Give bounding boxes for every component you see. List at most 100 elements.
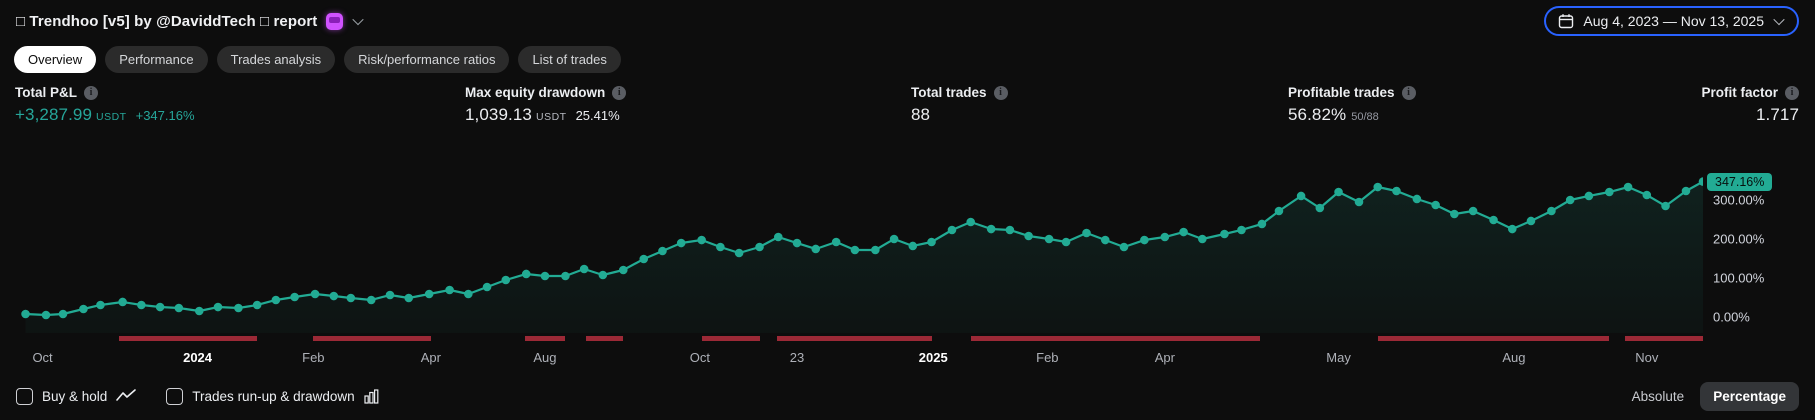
- data-point: [464, 289, 473, 299]
- info-icon[interactable]: i: [993, 85, 1008, 100]
- x-axis-label: Feb: [302, 350, 325, 365]
- stat-label: Profitable trades: [1288, 85, 1395, 100]
- drawdown-period-bar: [701, 336, 760, 341]
- data-point: [1584, 191, 1594, 201]
- strategy-title-menu[interactable]: □ Trendhoo [v5] by @DaviddTech □ report: [16, 12, 365, 30]
- buy-and-hold-checkbox[interactable]: Buy & hold: [16, 387, 137, 405]
- stat-value: 1.717: [1755, 105, 1799, 124]
- data-point: [1431, 200, 1440, 210]
- data-point: [424, 289, 434, 299]
- data-point: [346, 293, 356, 303]
- equity-curve[interactable]: [0, 143, 1703, 333]
- data-point: [482, 282, 492, 292]
- checkbox-label: Buy & hold: [42, 388, 108, 404]
- chevron-down-icon[interactable]: [352, 13, 365, 26]
- absolute-button[interactable]: Absolute: [1631, 388, 1685, 404]
- data-point: [986, 224, 996, 234]
- drawdown-period-bar: [1377, 336, 1610, 341]
- data-point: [676, 238, 686, 248]
- x-axis-label: Aug: [533, 350, 557, 365]
- stat-value: 88: [911, 105, 931, 124]
- data-point: [1547, 206, 1556, 216]
- data-point: [540, 271, 550, 281]
- data-point: [1354, 197, 1364, 207]
- tab-risk-performance-ratios[interactable]: Risk/performance ratios: [344, 46, 510, 73]
- data-point: [966, 217, 976, 227]
- drawdown-period-bar: [1624, 336, 1703, 341]
- data-point: [1100, 235, 1110, 245]
- data-point: [1334, 187, 1343, 197]
- stat-profit-factor: Profit factor i 1.717: [1701, 85, 1799, 125]
- x-axis-label: Aug: [1502, 350, 1526, 365]
- data-point: [1160, 232, 1170, 242]
- y-axis-label: 300.00%: [1713, 192, 1765, 208]
- checkbox-unchecked[interactable]: [16, 387, 33, 405]
- data-point: [598, 270, 608, 280]
- data-point: [619, 265, 628, 275]
- drawdown-period-bar: [970, 336, 1261, 341]
- stat-value: 1,039.13: [465, 105, 532, 124]
- percentage-button[interactable]: Percentage: [1700, 381, 1799, 411]
- checkbox-unchecked[interactable]: [166, 387, 184, 405]
- tab-trades-analysis[interactable]: Trades analysis: [216, 46, 336, 73]
- data-point: [1468, 206, 1478, 216]
- data-point: [1024, 231, 1033, 241]
- data-point: [445, 285, 454, 295]
- data-point: [213, 302, 223, 312]
- data-point: [1119, 242, 1129, 252]
- data-point: [1450, 209, 1459, 219]
- drawdown-period-bar: [119, 336, 258, 341]
- calendar-icon: [1558, 13, 1574, 29]
- data-point: [1082, 228, 1091, 238]
- tab-performance[interactable]: Performance: [105, 46, 208, 73]
- report-header: □ Trendhoo [v5] by @DaviddTech □ report …: [0, 0, 1815, 42]
- data-point: [1681, 186, 1691, 196]
- data-point: [1373, 182, 1383, 192]
- tab-overview[interactable]: Overview: [14, 46, 97, 73]
- data-point: [658, 246, 667, 256]
- stat-extra: 50/88: [1351, 111, 1379, 123]
- data-point: [118, 297, 127, 307]
- x-axis-label: Oct: [32, 350, 53, 365]
- data-point: [1565, 195, 1575, 205]
- data-point: [639, 254, 649, 264]
- display-mode-toggle: Absolute Percentage: [1622, 381, 1799, 411]
- data-point: [1698, 177, 1703, 186]
- data-point: [1642, 190, 1652, 200]
- data-point: [21, 309, 30, 319]
- x-axis-label: 23: [789, 350, 805, 365]
- equity-curve-plot[interactable]: [0, 143, 1703, 333]
- data-point: [1296, 191, 1306, 201]
- info-icon[interactable]: i: [612, 85, 627, 100]
- stat-extra: +347.16%: [135, 108, 195, 123]
- stat-value: 56.82%: [1288, 105, 1347, 124]
- data-point: [137, 300, 146, 310]
- equity-chart: Oct 2024 Feb Apr Aug Oct 23 2025 Feb Apr May Aug Nov…: [0, 143, 1815, 370]
- data-point: [561, 271, 570, 281]
- y-axis-label: 0.00%: [1713, 309, 1750, 325]
- drawdown-period-bar: [776, 336, 932, 341]
- drawdown-period-bar: [313, 336, 431, 341]
- tab-list-of-trades[interactable]: List of trades: [518, 46, 621, 73]
- data-point: [1140, 235, 1149, 245]
- info-icon[interactable]: i: [1785, 85, 1799, 100]
- x-axis-label: Apr: [1154, 350, 1175, 365]
- info-icon[interactable]: i: [84, 85, 98, 100]
- data-point: [310, 289, 320, 299]
- stat-unit: USDT: [96, 111, 127, 123]
- data-point: [947, 225, 957, 235]
- x-axis-label: Oct: [689, 350, 711, 365]
- stat-total-trades: Total trades i 88: [911, 85, 1008, 125]
- y-axis-label: 100.00%: [1713, 270, 1765, 286]
- data-point: [1044, 234, 1054, 244]
- data-point: [79, 304, 88, 314]
- bar-chart-icon: [364, 388, 379, 404]
- trades-runup-drawdown-checkbox[interactable]: Trades run-up & drawdown: [166, 387, 379, 405]
- checkbox-label: Trades run-up & drawdown: [192, 388, 355, 404]
- data-point: [1179, 227, 1188, 237]
- date-range-picker[interactable]: Aug 4, 2023 — Nov 13, 2025: [1544, 6, 1799, 36]
- data-point: [908, 241, 918, 251]
- data-point: [1623, 182, 1633, 192]
- info-icon[interactable]: i: [1401, 85, 1416, 100]
- data-point: [811, 244, 821, 254]
